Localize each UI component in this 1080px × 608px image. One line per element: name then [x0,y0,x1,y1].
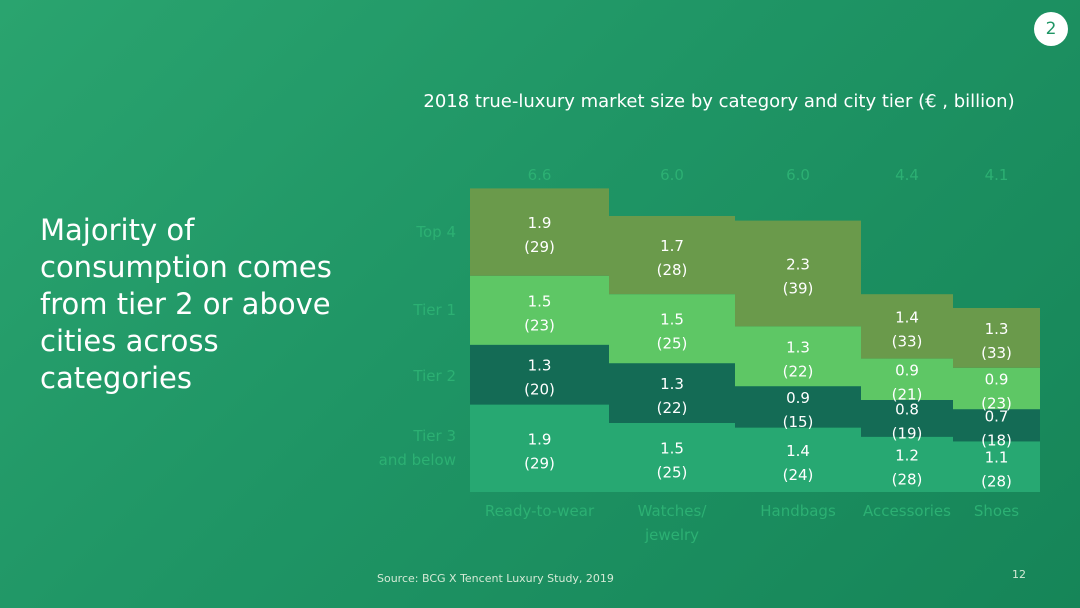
data-label-value: 1.1 [985,449,1009,467]
data-label-percent: (28) [981,473,1012,491]
legend-label: Tier 3 and below [379,427,456,469]
data-label-value: 1.9 [528,214,552,232]
bar-segment [735,326,861,387]
data-label-percent: (22) [783,362,814,380]
data-label-percent: (25) [657,335,688,353]
legend-label: Top 4 [415,223,456,241]
data-label-percent: (25) [657,464,688,482]
x-tick-label: Ready-to-wear [485,502,595,520]
total-label: 6.6 [528,166,552,184]
data-label-value: 1.3 [985,320,1009,338]
data-label-value: 0.9 [895,361,919,379]
bar-segment [861,294,953,359]
data-label-value: 1.9 [528,430,552,448]
bar-segment [609,423,735,492]
x-tick-label: Handbags [760,502,836,520]
data-label-value: 1.5 [528,292,552,310]
data-label-percent: (23) [981,395,1012,413]
x-tick-label: Shoes [974,502,1019,520]
data-label-percent: (19) [892,424,923,442]
data-label-value: 1.5 [660,311,684,329]
data-label-value: 1.7 [660,237,684,255]
data-label-value: 1.5 [660,440,684,458]
data-label-percent: (24) [783,466,814,484]
source-note: Source: BCG X Tencent Luxury Study, 2019 [377,572,614,585]
data-label-percent: (18) [981,431,1012,449]
bar-segment [470,188,609,276]
total-label: 4.4 [895,166,919,184]
bar-segment [470,275,609,345]
data-label-percent: (28) [892,470,923,488]
legend-label: Tier 2 [412,367,456,385]
page-badge: 2 [1034,12,1068,46]
data-label-percent: (33) [981,344,1012,362]
data-label-percent: (29) [524,454,555,472]
bar-segment [735,427,861,492]
page-number: 12 [1012,568,1026,581]
bar-segment [470,404,609,492]
headline: Majority of consumption comes from tier … [40,213,332,395]
bar-segment [609,363,735,423]
data-label-percent: (21) [892,385,923,403]
x-tick-label: Watches/jewelry [638,502,708,544]
total-label: 6.0 [786,166,810,184]
data-label-value: 0.8 [895,400,919,418]
bar-segment [735,220,861,327]
data-label-percent: (28) [657,261,688,279]
bar-segment [609,294,735,364]
bar-segment [861,400,953,437]
data-label-percent: (22) [657,399,688,417]
data-label-value: 0.9 [985,371,1009,389]
legend-label: Tier 1 [412,301,456,319]
data-label-percent: (29) [524,238,555,256]
bar-segment [470,344,609,405]
bar-segment [861,358,953,400]
data-label-value: 0.7 [985,407,1009,425]
data-label-percent: (15) [783,413,814,431]
data-label-percent: (33) [892,332,923,350]
total-label: 4.1 [985,166,1009,184]
bar-segment [735,386,861,428]
data-label-value: 1.4 [786,442,810,460]
data-label-value: 1.3 [528,357,552,375]
bar-segment [609,216,735,295]
chart-title: 2018 true-luxury market size by category… [423,91,1015,112]
bar-segment [953,441,1040,492]
data-label-value: 1.4 [895,308,919,326]
data-label-value: 1.3 [660,375,684,393]
data-label-value: 1.2 [895,446,919,464]
bar-segment [861,436,953,492]
bar-segment [953,367,1040,410]
data-label-percent: (23) [524,316,555,334]
bar-segment [953,308,1040,368]
bar-segment [953,409,1040,442]
data-label-percent: (39) [783,280,814,298]
data-label-percent: (20) [524,381,555,399]
data-label-value: 1.3 [786,338,810,356]
data-label-value: 0.9 [786,389,810,407]
data-label-value: 2.3 [786,256,810,274]
total-label: 6.0 [660,166,684,184]
x-tick-label: Accessories [863,502,951,520]
